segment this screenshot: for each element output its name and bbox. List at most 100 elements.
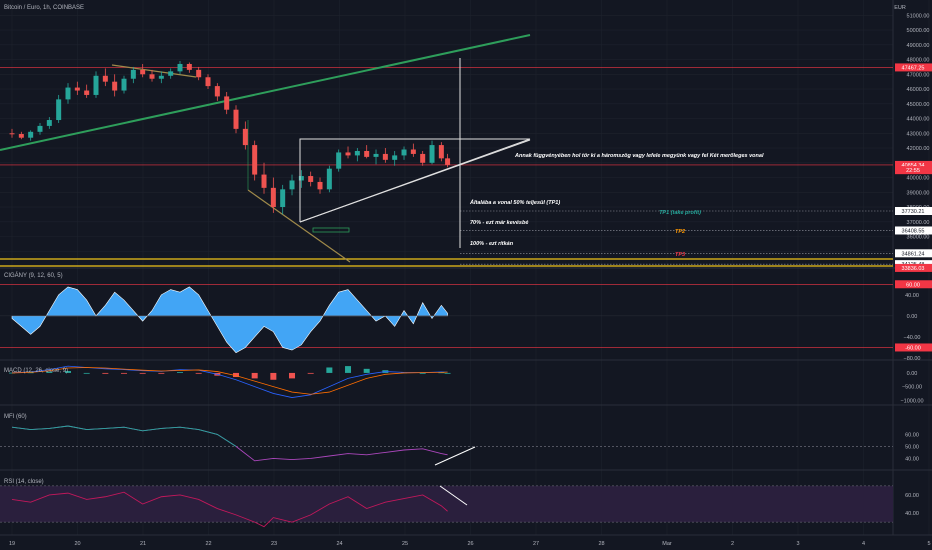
cigany-area (11, 286, 448, 354)
resistance-trendline (111, 64, 197, 78)
candle-body (112, 81, 118, 91)
candle-body (298, 176, 304, 181)
tp1-note: Általába a vonal 50% teljesül (TP1) (469, 199, 560, 206)
tp3-note: 100% - ezt ritkán (470, 241, 514, 247)
price-tag-bg (895, 263, 932, 272)
macd-histogram-bar (251, 372, 258, 379)
candle-body (205, 77, 211, 87)
indicator-level-tag-bg (895, 280, 932, 289)
range-box (312, 227, 350, 233)
candle-body (37, 125, 43, 132)
candle-body (261, 174, 267, 188)
indicator-tick-label: 40.00 (905, 456, 919, 462)
time-tick-label: 4 (862, 541, 865, 547)
price-level-tag: 40854.34 (895, 160, 932, 169)
candle-body (9, 133, 15, 135)
macd-histogram-bar (102, 372, 109, 374)
candle-body (84, 90, 90, 95)
indicator-tick-label: −1000.00 (900, 398, 923, 404)
candle-body (242, 128, 248, 146)
indicator-tick-label: −40.00 (904, 335, 921, 341)
macd-histogram-bar (65, 371, 72, 373)
price-level-tag-text: 40854.34 (902, 163, 925, 169)
candle-body (445, 158, 451, 165)
macd-histogram-bar (326, 367, 333, 373)
candle-body (93, 75, 99, 95)
annotation-layer[interactable] (299, 58, 531, 506)
mfi-line-upper (11, 425, 237, 447)
tp3-label: TP3 (675, 252, 685, 258)
price-tag-bg (895, 166, 932, 175)
price-level-tag: 36408.55 (895, 226, 932, 235)
macd-histogram-bar (233, 372, 240, 378)
candle-body (224, 96, 230, 110)
macd-histogram-bar (121, 372, 128, 374)
price-tick-label: 49000.00 (907, 43, 930, 49)
indicator-tick-label: 0.00 (907, 314, 918, 320)
tp1-label: TP1 (take profit) (659, 210, 701, 216)
candle-body (382, 153, 388, 160)
macd-histogram-bar (289, 372, 296, 379)
macd-histogram-bar (46, 371, 53, 373)
candle-body (121, 78, 127, 91)
price-tick-label: 46000.00 (907, 87, 930, 93)
candle-body (429, 145, 435, 163)
tp2-note: 70% - ezt már kevésbé (470, 220, 528, 226)
price-level-tag-bg (895, 206, 932, 215)
macd-histogram-bar (419, 372, 426, 374)
macd-histogram-bar (345, 366, 352, 373)
macd-histogram-bar (83, 372, 90, 374)
falling-trendline (247, 189, 351, 263)
indicator-title-rsi: RSI (14, close) (4, 479, 44, 485)
currency-label: EUR (894, 5, 906, 11)
price-tick-label: 50000.00 (907, 28, 930, 34)
time-tick-label: 19 (9, 541, 15, 547)
macd-histogram-bar (158, 372, 165, 374)
candle-body (140, 69, 146, 75)
grid (0, 0, 932, 536)
drawing-layer[interactable] (0, 34, 893, 267)
candle-body (252, 145, 258, 175)
indicator-tick-label: 0.00 (907, 371, 918, 377)
price-level-tag-bg (895, 226, 932, 235)
rsi-divergence-line (439, 485, 468, 506)
candle-body (373, 153, 379, 157)
candle-body (345, 152, 351, 156)
macd-histogram-bar (9, 372, 15, 374)
candle-body (233, 109, 239, 129)
candle-body (65, 87, 71, 100)
candle-body (364, 150, 370, 157)
indicator-tick-label: 40.00 (905, 293, 919, 299)
indicator-title-macd: MACD (12, 26, close, 9) (4, 368, 68, 374)
rsi-band (0, 485, 893, 523)
indicator-tick-label: 40.00 (905, 511, 919, 517)
macd-histogram-bar (444, 372, 451, 374)
candle-body (308, 176, 314, 182)
price-level-tag-text: 34861.24 (902, 251, 925, 257)
macd-histogram-bar (363, 368, 370, 373)
candle-body (401, 149, 407, 156)
candle-body (186, 63, 192, 70)
price-tag-text: 22:55 (906, 168, 920, 174)
price-level-tag-text: 37730.21 (902, 209, 925, 215)
candle-body (289, 180, 295, 190)
indicator-tick-label: 60.00 (905, 493, 919, 499)
price-tick-label: 45000.00 (907, 102, 930, 108)
candle-body (18, 134, 24, 138)
mfi-divergence-line (434, 446, 476, 466)
candle-body (336, 152, 342, 169)
candle-body (420, 153, 426, 163)
price-tick-label: 47000.00 (907, 72, 930, 78)
time-tick-label: 5 (927, 541, 930, 547)
candle-body (354, 150, 360, 156)
time-tick-label: 20 (74, 541, 80, 547)
time-tick-label: 28 (598, 541, 604, 547)
indicator-title-mfi: MFI (60) (4, 414, 27, 420)
indicator-level-tag-text: 60.00 (906, 282, 920, 288)
candle-body (177, 63, 183, 72)
candle-body (196, 69, 202, 78)
price-tick-label: 51000.00 (907, 13, 930, 19)
macd-histogram-bar (177, 372, 184, 373)
